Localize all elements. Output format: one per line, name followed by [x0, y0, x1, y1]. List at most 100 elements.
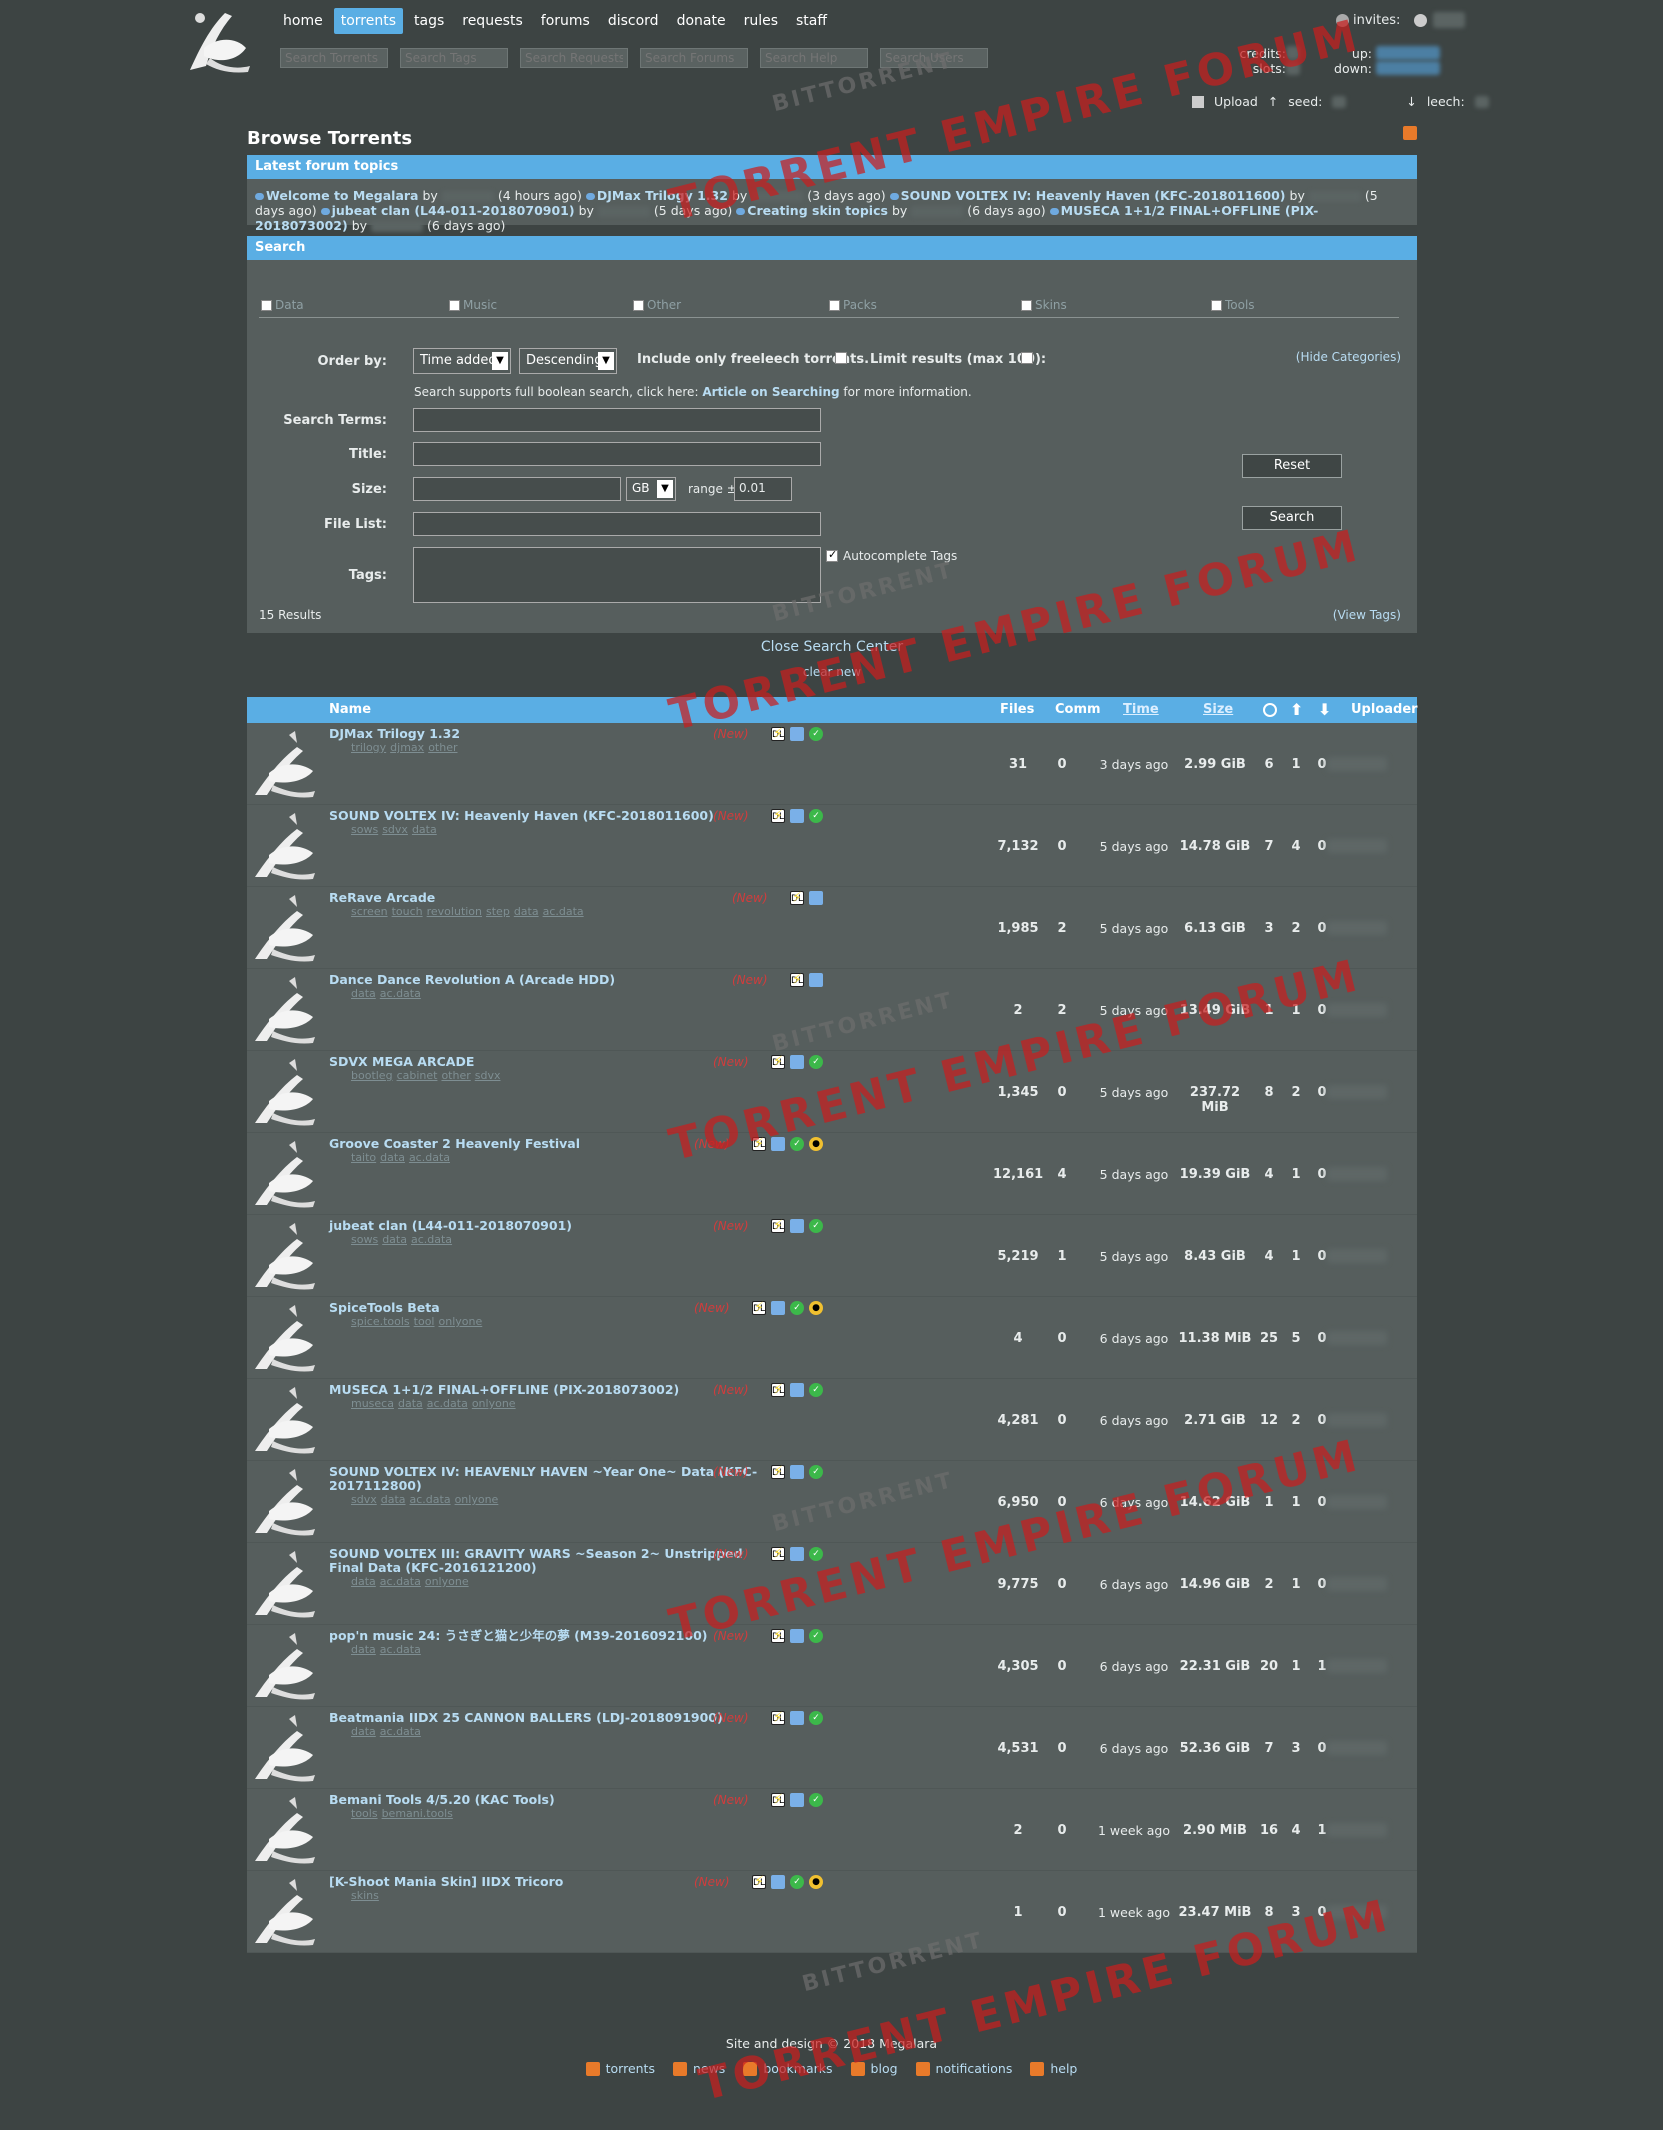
torrent-category-icon[interactable]: [251, 1057, 317, 1127]
uploader-name[interactable]: [1327, 1003, 1387, 1017]
torrent-name-link[interactable]: MUSECA 1+1/2 FINAL+OFFLINE (PIX-20180730…: [329, 1382, 680, 1397]
uploader-name[interactable]: [1327, 1495, 1387, 1509]
footer-link-label[interactable]: torrents: [605, 2061, 655, 2076]
view-tags-link[interactable]: (View Tags): [1332, 608, 1401, 622]
torrent-tag[interactable]: onlyone: [438, 1315, 483, 1328]
forum-topic-author[interactable]: [1308, 191, 1361, 202]
torrent-tag[interactable]: screen: [351, 905, 388, 918]
verified-icon[interactable]: ✓: [809, 1383, 823, 1397]
rss-icon[interactable]: [1403, 126, 1417, 140]
comments-count[interactable]: 0: [1057, 1741, 1067, 1756]
torrent-category-icon[interactable]: [251, 1385, 317, 1455]
leechers-count[interactable]: 0: [1317, 921, 1327, 936]
torrent-name-link[interactable]: DJMax Trilogy 1.32: [329, 726, 461, 741]
freeleech-icon[interactable]: ⚡: [773, 1546, 783, 1562]
torrent-name-link[interactable]: pop'n music 24: うさぎと猫と少年の夢 (M39-20160921…: [329, 1628, 708, 1643]
col-uploader[interactable]: Uploader: [1351, 702, 1418, 717]
forum-topic-link[interactable]: MUSECA 1+1/2 FINAL+OFFLINE (PIX-20180730…: [255, 203, 1319, 233]
comments-count[interactable]: 0: [1057, 1413, 1067, 1428]
torrent-tag[interactable]: bemani.tools: [381, 1807, 453, 1820]
category-tools[interactable]: Tools: [1211, 298, 1255, 312]
forum-topic-link[interactable]: Welcome to Megalara: [266, 188, 419, 203]
freeleech-icon[interactable]: ⚡: [754, 1136, 764, 1152]
category-skins[interactable]: Skins: [1021, 298, 1067, 312]
torrent-category-icon[interactable]: [251, 811, 317, 881]
upload-link[interactable]: Upload: [1214, 94, 1258, 109]
leechers-count[interactable]: 0: [1317, 1905, 1327, 1920]
size-input[interactable]: [413, 477, 621, 501]
verified-icon[interactable]: ✓: [809, 1465, 823, 1479]
leechers-count[interactable]: 0: [1317, 1413, 1327, 1428]
rss-icon[interactable]: [672, 2061, 687, 2076]
torrent-tag[interactable]: museca: [351, 1397, 394, 1410]
seeders-count[interactable]: 1: [1291, 1249, 1301, 1264]
uploader-name[interactable]: [1327, 1823, 1387, 1837]
download-icon[interactable]: DL: [790, 891, 804, 905]
upload-icon[interactable]: [1192, 95, 1204, 108]
verified-icon[interactable]: ✓: [809, 809, 823, 823]
torrent-category-icon[interactable]: [251, 1795, 317, 1865]
torrent-category-icon[interactable]: [251, 1713, 317, 1783]
torrent-tag[interactable]: sows: [351, 1233, 379, 1246]
torrent-tag[interactable]: onlyone: [454, 1493, 499, 1506]
torrent-name-link[interactable]: ReRave Arcade: [329, 890, 436, 905]
duck-icon[interactable]: ●: [809, 1301, 823, 1315]
freeleech-icon[interactable]: ⚡: [792, 972, 802, 988]
uploader-name[interactable]: [1327, 839, 1387, 853]
rss-icon[interactable]: [850, 2061, 865, 2076]
leechers-count[interactable]: 0: [1317, 1495, 1327, 1510]
verified-icon[interactable]: ✓: [790, 1875, 804, 1889]
verified-icon[interactable]: ✓: [809, 1055, 823, 1069]
uploader-name[interactable]: [1327, 757, 1387, 771]
col-files[interactable]: Files: [1000, 702, 1035, 717]
bookmark-icon[interactable]: [809, 891, 823, 905]
duck-icon[interactable]: ●: [809, 1137, 823, 1151]
nav-torrents[interactable]: torrents: [333, 8, 403, 34]
torrent-tag[interactable]: ac.data: [542, 905, 584, 918]
rss-icon[interactable]: [585, 2061, 600, 2076]
bookmark-icon[interactable]: [790, 1711, 804, 1725]
comments-count[interactable]: 0: [1057, 839, 1067, 854]
uploader-name[interactable]: [1327, 1659, 1387, 1673]
category-label[interactable]: Data: [275, 298, 304, 312]
bookmark-icon[interactable]: [809, 973, 823, 987]
header-search-input[interactable]: [760, 48, 868, 68]
snatches-icon[interactable]: [1263, 703, 1277, 717]
nav-discord[interactable]: discord: [607, 13, 659, 29]
forum-topic-author[interactable]: [597, 206, 650, 217]
footer-link-label[interactable]: blog: [870, 2061, 898, 2076]
freeleech-icon[interactable]: ⚡: [773, 1628, 783, 1644]
comments-count[interactable]: 1: [1057, 1249, 1067, 1264]
verified-icon[interactable]: ✓: [809, 727, 823, 741]
torrent-name-link[interactable]: [K-Shoot Mania Skin] IIDX Tricoro: [329, 1874, 564, 1889]
seeders-count[interactable]: 1: [1291, 1577, 1301, 1592]
footer-link-bookmarks[interactable]: bookmarks: [743, 2061, 833, 2076]
torrent-tag[interactable]: onlyone: [424, 1575, 469, 1588]
torrent-tag[interactable]: data: [351, 1643, 376, 1656]
download-icon[interactable]: DL: [771, 1629, 785, 1643]
download-icon[interactable]: DL: [771, 1055, 785, 1069]
leechers-count[interactable]: 0: [1317, 1577, 1327, 1592]
footer-link-news[interactable]: news: [672, 2061, 725, 2076]
leech-value[interactable]: [1474, 95, 1489, 108]
download-icon[interactable]: DL: [771, 1793, 785, 1807]
forum-topic-author[interactable]: [911, 206, 964, 217]
torrent-category-icon[interactable]: [251, 1877, 317, 1947]
torrent-category-icon[interactable]: [251, 729, 317, 799]
order-by-select[interactable]: Time added ▼: [413, 348, 511, 374]
freeleech-icon[interactable]: ⚡: [773, 726, 783, 742]
torrent-tag[interactable]: cabinet: [396, 1069, 438, 1082]
category-checkbox[interactable]: [449, 299, 460, 311]
bookmark-icon[interactable]: [790, 727, 804, 741]
comments-count[interactable]: 0: [1057, 757, 1067, 772]
category-other[interactable]: Other: [633, 298, 681, 312]
torrent-category-icon[interactable]: [251, 1139, 317, 1209]
comments-count[interactable]: 0: [1057, 1085, 1067, 1100]
forum-topic-author[interactable]: [441, 191, 494, 202]
freeleech-icon[interactable]: ⚡: [773, 1792, 783, 1808]
uploader-name[interactable]: [1327, 1249, 1387, 1263]
reset-button[interactable]: Reset: [1242, 454, 1342, 478]
title-input[interactable]: [413, 442, 821, 466]
comments-count[interactable]: 0: [1057, 1659, 1067, 1674]
download-icon[interactable]: DL: [771, 1711, 785, 1725]
